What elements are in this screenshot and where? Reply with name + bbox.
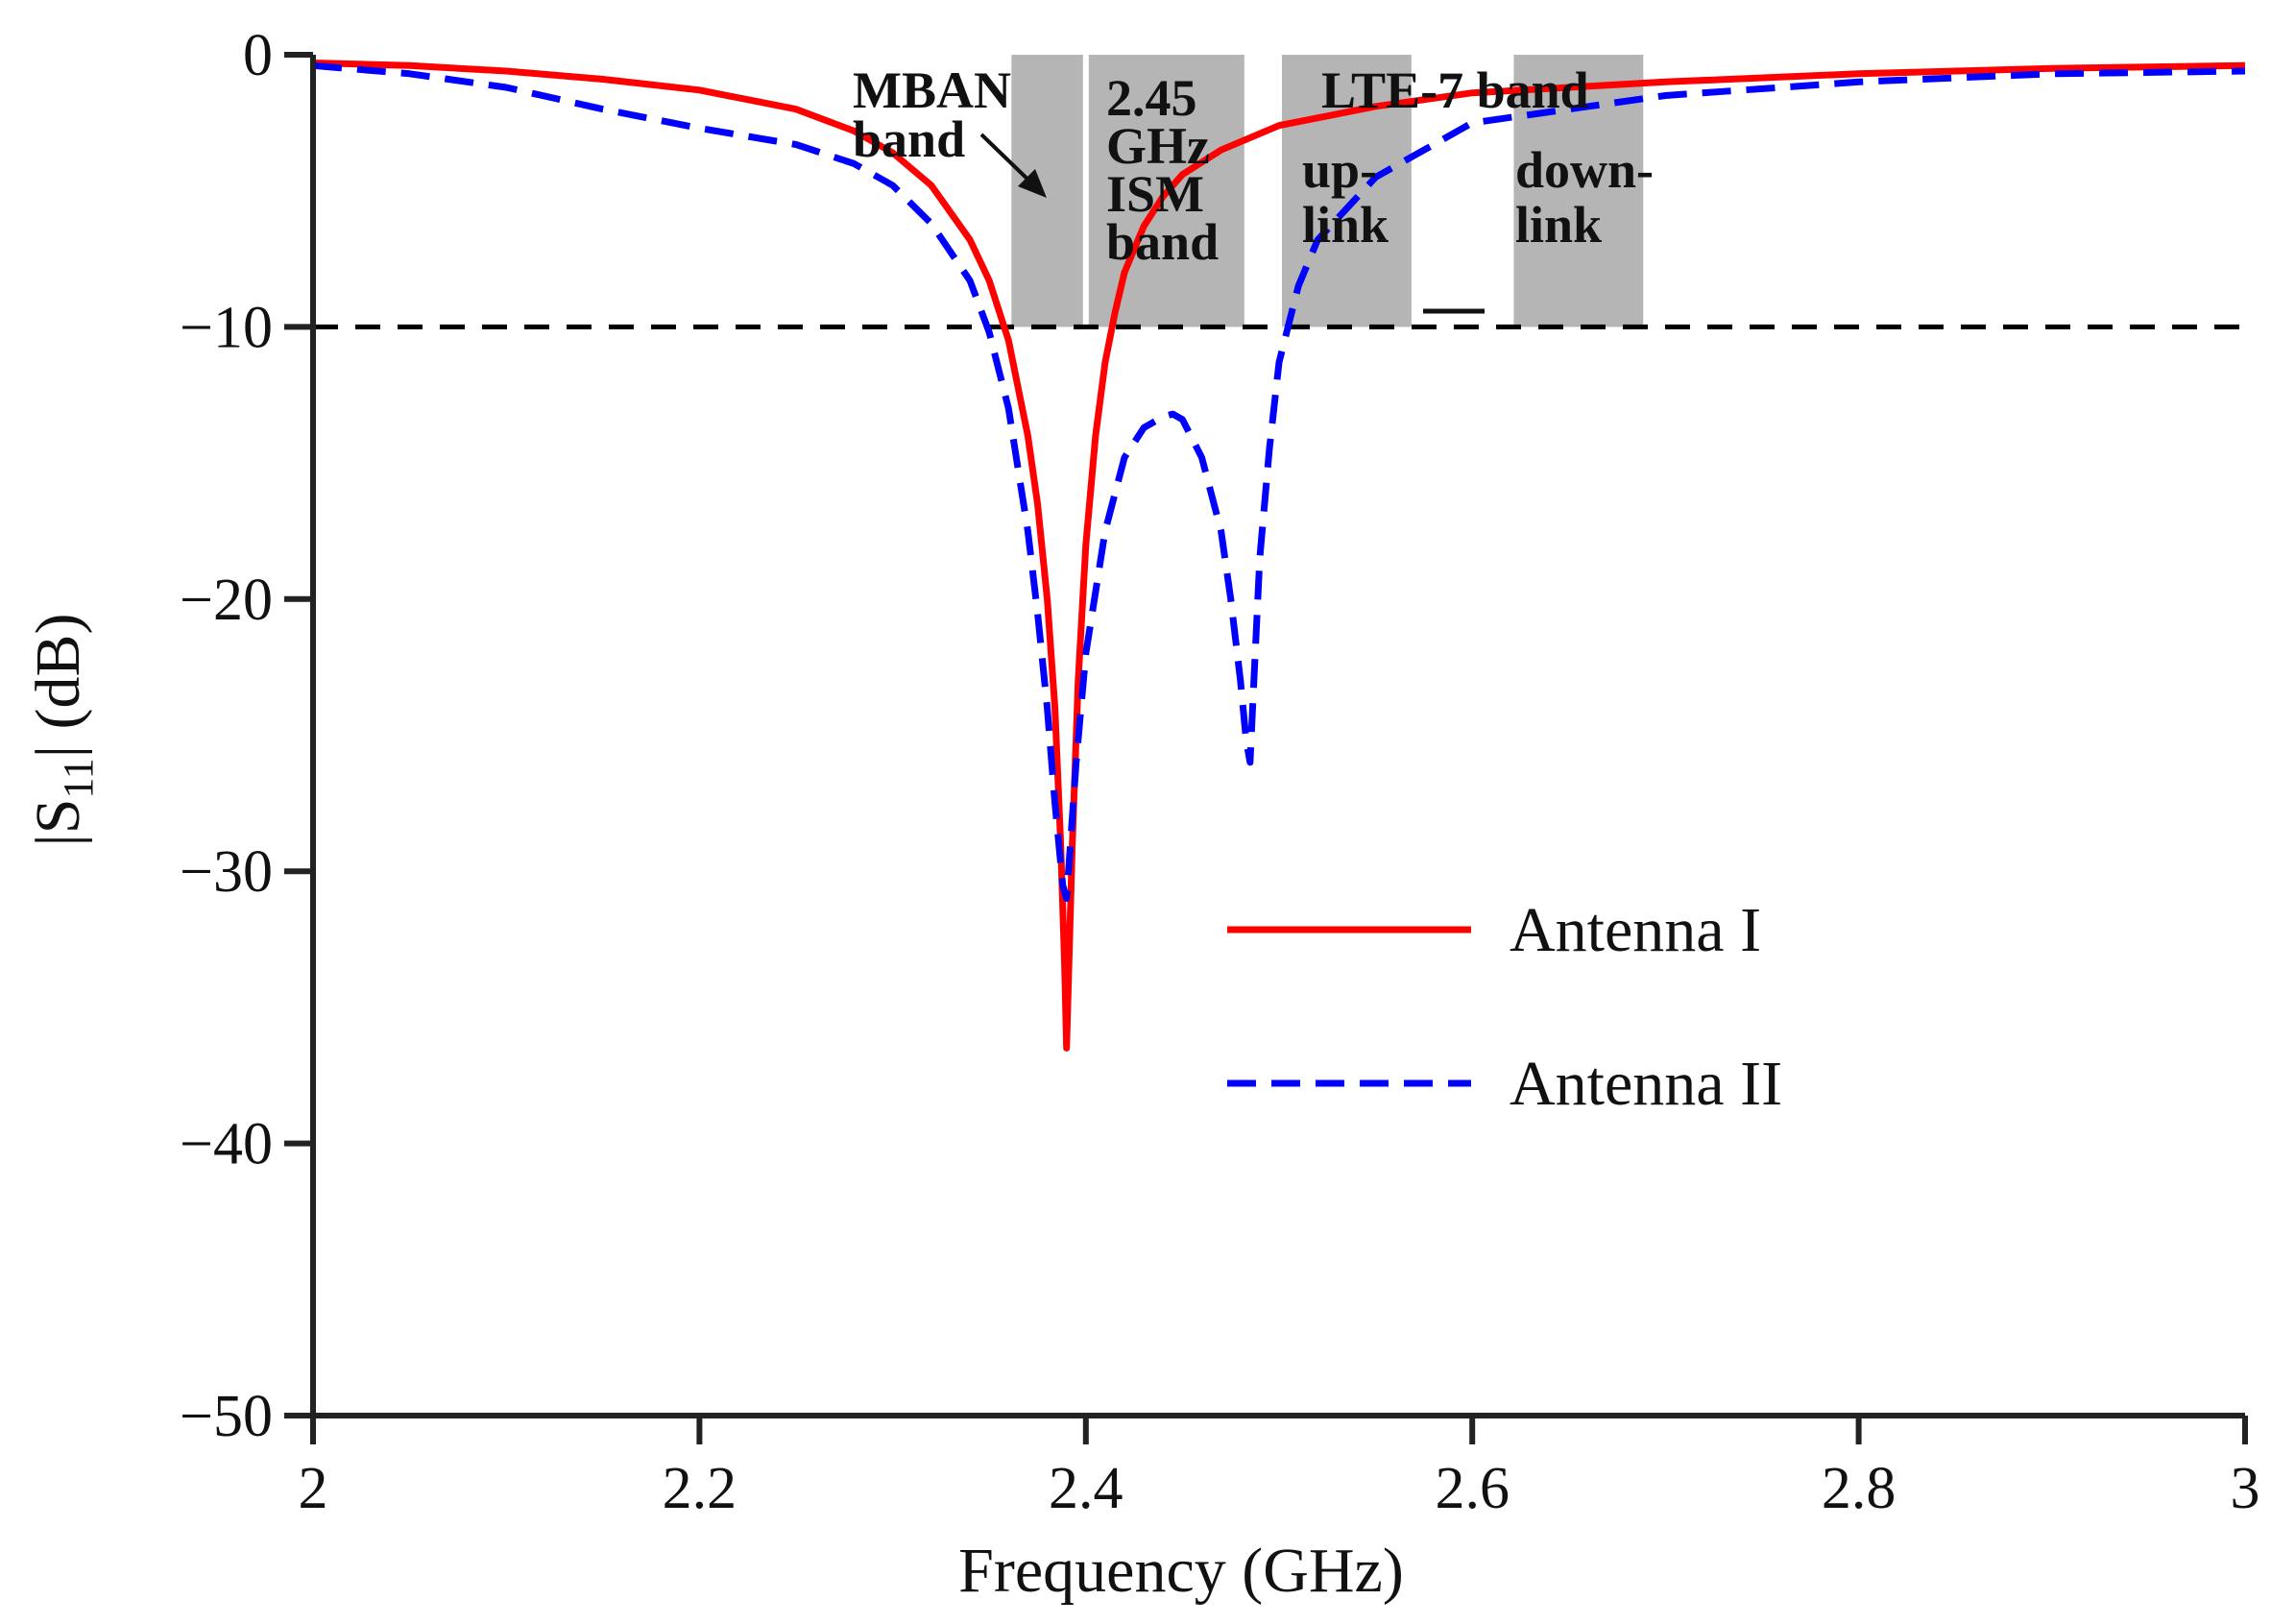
y-axis-title-prefix: |S (23, 799, 93, 847)
x-tick-label: 2 (299, 1456, 328, 1521)
y-tick-label: −10 (180, 295, 273, 360)
mban-label-line2: band (853, 110, 965, 168)
x-tick-label: 2.6 (1435, 1456, 1510, 1521)
x-tick-label: 2.8 (1822, 1456, 1897, 1521)
y-tick-label: −40 (180, 1112, 273, 1177)
legend-label-antenna-1: Antenna I (1510, 895, 1761, 965)
y-tick-label: −20 (180, 568, 273, 633)
axes (310, 55, 2245, 1418)
series-line-2 (312, 61, 2246, 902)
mban-label-line1: MBAN (853, 61, 1011, 119)
y-ticks: 0 −10 −20 −30 −40 −50 (180, 23, 313, 1449)
uplink-label-line1: up- (1302, 141, 1377, 199)
ism-label-line2: GHz (1106, 117, 1210, 175)
series-line-1 (312, 60, 2246, 1052)
lte7-band-title: LTE-7 band (1321, 61, 1589, 119)
legend: Antenna I Antenna II (1227, 895, 1782, 1119)
y-axis-title: |S11| (dB) (23, 614, 102, 847)
mban-arrow-head (1018, 169, 1047, 198)
downlink-label-line2: link (1515, 196, 1602, 254)
ism-label-line1: 2.45 (1106, 69, 1197, 127)
x-axis-title: Frequency (GHz) (958, 1536, 1404, 1606)
x-ticks: 2 2.2 2.4 2.6 2.8 3 (299, 1416, 2260, 1521)
y-axis-title-subscript: 11 (55, 758, 102, 798)
series-layer (312, 60, 2246, 1052)
legend-label-antenna-2: Antenna II (1510, 1049, 1782, 1119)
y-tick-label: 0 (243, 23, 273, 88)
band-1 (1011, 55, 1083, 327)
x-tick-label: 2.2 (663, 1456, 737, 1521)
y-tick-label: −50 (180, 1384, 273, 1449)
ism-label-line3: ISM (1106, 165, 1204, 223)
x-tick-label: 3 (2231, 1456, 2260, 1521)
y-tick-label: −30 (180, 839, 273, 905)
ism-label-line4: band (1106, 213, 1219, 271)
uplink-label-line2: link (1302, 196, 1389, 254)
downlink-label-line1: down- (1515, 141, 1654, 199)
x-tick-label: 2.4 (1049, 1456, 1123, 1521)
y-axis-title-suffix: | (dB) (23, 614, 93, 759)
